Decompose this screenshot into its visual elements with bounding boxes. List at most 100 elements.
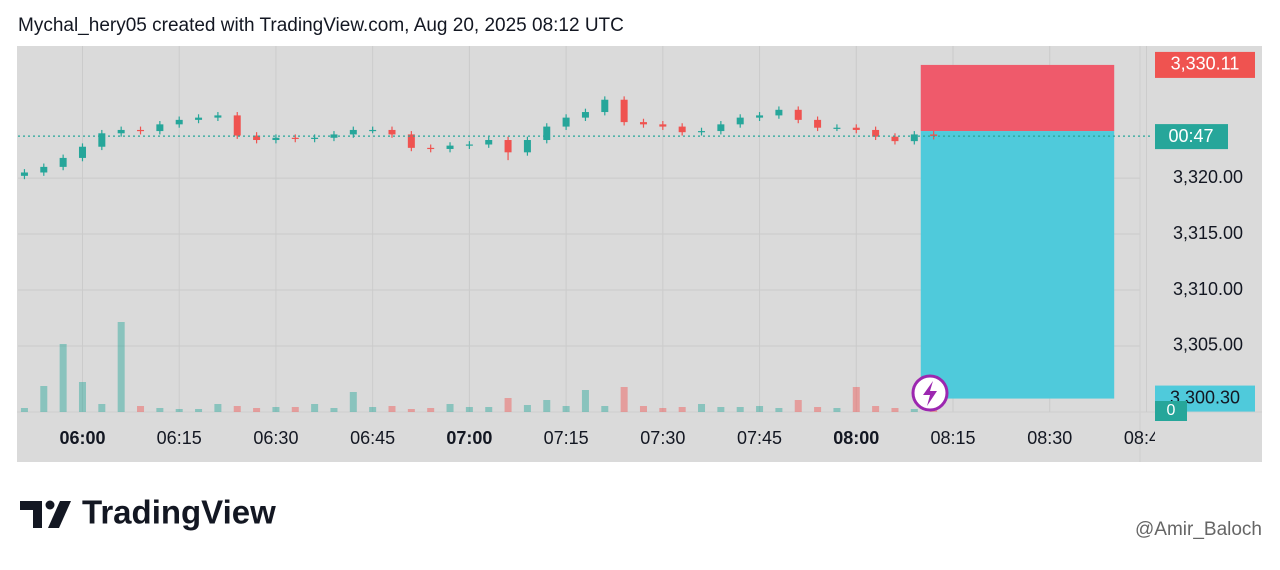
volume-bar <box>349 392 357 412</box>
volume-bar <box>639 406 647 412</box>
candle-body <box>775 109 783 116</box>
candle-body <box>291 137 299 139</box>
volume-bar <box>214 404 222 412</box>
candle-body <box>272 137 280 141</box>
candle-body <box>253 135 261 141</box>
volume-bar <box>794 400 802 412</box>
candle-body <box>98 133 106 147</box>
candle-body <box>78 146 86 158</box>
volume-bar <box>233 406 241 412</box>
volume-bar <box>40 386 48 412</box>
volume-bar <box>427 408 435 412</box>
volume-bar <box>98 404 106 412</box>
candle-body <box>581 112 589 118</box>
volume-bar <box>659 408 667 412</box>
countdown-box <box>1155 124 1228 150</box>
candle-body <box>427 147 435 150</box>
volume-bar <box>504 398 512 412</box>
x-axis: 06:00 06:15 06:30 06:45 07:00 07:15 07:30 07:45… <box>59 428 1155 448</box>
volume-bar <box>562 406 570 412</box>
candle-body <box>465 144 473 146</box>
candle-body <box>59 157 67 167</box>
volume-bar <box>698 404 706 412</box>
volume-bar <box>20 408 28 412</box>
candle-body <box>214 115 222 118</box>
volume-bar <box>756 406 764 412</box>
stop-label-box <box>1155 51 1255 78</box>
candle-body <box>910 134 918 142</box>
candle-body <box>659 124 667 127</box>
x-tick-label: 06:00 <box>59 428 105 448</box>
candle-body <box>930 134 938 137</box>
candle-body <box>794 109 802 120</box>
volume-bar <box>852 387 860 412</box>
x-tick-label: 06:45 <box>350 428 395 448</box>
x-tick-label: 06:30 <box>253 428 298 448</box>
y-tick-label: 3,315.00 <box>1173 223 1243 243</box>
volume-bar <box>117 322 125 412</box>
brand: TradingView <box>82 494 276 531</box>
candle-body <box>717 124 725 132</box>
candle-body <box>639 122 647 125</box>
volume-bar <box>330 408 338 412</box>
volume-bar <box>523 405 531 412</box>
candle-body <box>814 119 822 128</box>
x-tick-label: 08:00 <box>833 428 879 448</box>
candle-body <box>736 117 744 125</box>
y-tick-label: 3,305.00 <box>1173 335 1243 355</box>
candle-body <box>388 129 396 135</box>
header: Mychal_hery05 created with TradingView.c… <box>18 15 624 36</box>
candle-body <box>195 117 203 120</box>
candle-body <box>872 129 880 137</box>
candle-body <box>369 129 377 132</box>
x-tick-label: 07:30 <box>640 428 685 448</box>
stop-zone <box>920 64 1115 132</box>
target-label: 3,300.30 <box>1170 387 1240 407</box>
volume-bar <box>601 406 609 412</box>
candle-body <box>233 115 241 136</box>
x-tick-label: 07:15 <box>544 428 589 448</box>
volume-bar <box>78 382 86 412</box>
candle-body <box>446 145 454 149</box>
candle-body <box>891 136 899 142</box>
volume-bar <box>581 390 589 412</box>
y-tick-label: 3,310.00 <box>1173 279 1243 299</box>
candle-body <box>504 140 512 153</box>
volume-bar <box>446 404 454 412</box>
candle-body <box>620 99 628 123</box>
volume-bar <box>775 408 783 412</box>
candle-body <box>175 119 183 125</box>
x-tick-label: 08:30 <box>1027 428 1072 448</box>
candle-body <box>678 126 686 133</box>
candle-body <box>833 127 841 129</box>
volume-bar <box>814 407 822 412</box>
candle-body <box>137 129 145 132</box>
candle-body <box>311 137 319 139</box>
volume-bar <box>369 407 377 412</box>
volume-label: 0 <box>1167 402 1176 419</box>
volume-bar <box>195 409 203 412</box>
volume-bar <box>543 400 551 412</box>
volume-bar <box>717 407 725 412</box>
volume-bar <box>678 407 686 412</box>
candle-body <box>117 129 125 134</box>
candle-body <box>601 99 609 113</box>
volume-bar <box>910 409 918 412</box>
volume-bar <box>137 406 145 412</box>
alert-icon-bolt <box>923 381 937 406</box>
watermark: @Amir_Baloch <box>1135 519 1262 540</box>
target-zone <box>920 131 1115 399</box>
volume-bar <box>891 408 899 412</box>
x-tick-label: 08:15 <box>930 428 975 448</box>
volume-bar <box>620 387 628 412</box>
volume-bar <box>485 407 493 412</box>
volume-bar <box>833 408 841 412</box>
x-tick-label: 07:45 <box>737 428 782 448</box>
volume-bar <box>253 408 261 412</box>
volume-bar <box>311 404 319 412</box>
volume-bar <box>156 408 164 412</box>
candle-body <box>156 124 164 132</box>
candle-body <box>698 131 706 133</box>
